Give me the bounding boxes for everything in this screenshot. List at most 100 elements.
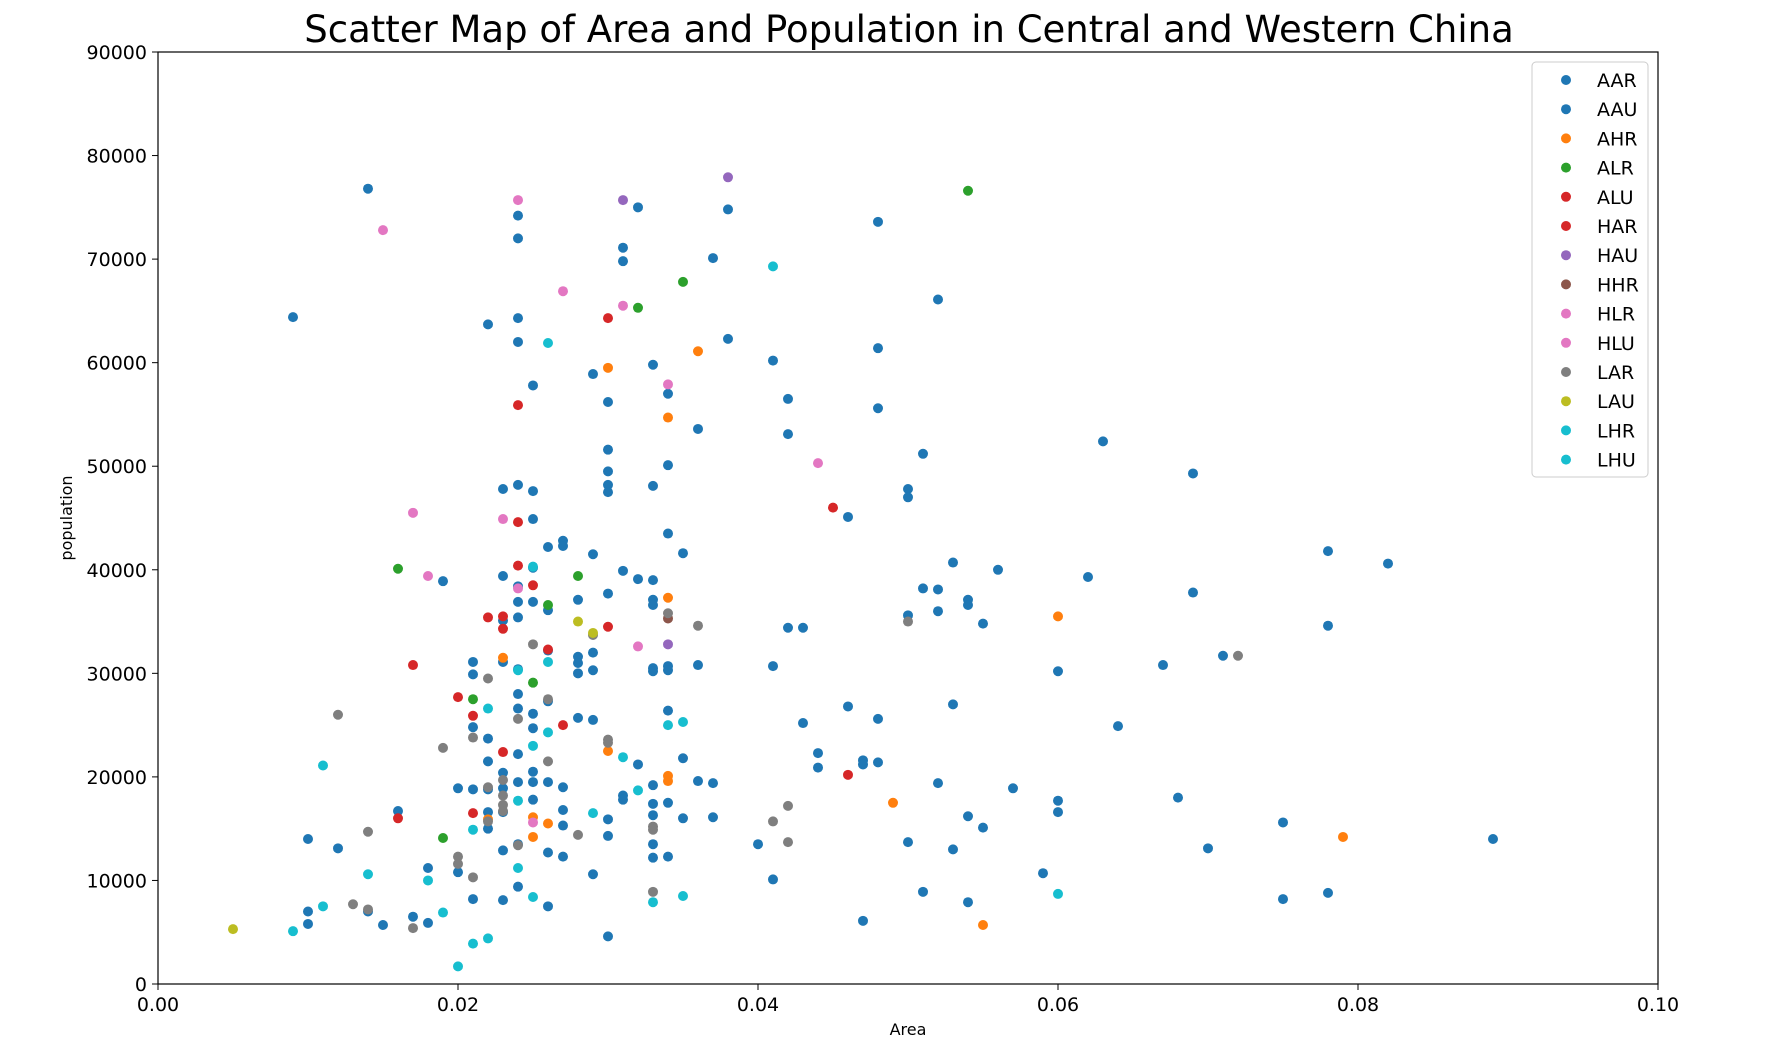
legend-label-hhr: HHR xyxy=(1597,274,1639,296)
data-point xyxy=(513,881,523,892)
data-point xyxy=(603,830,613,841)
data-point xyxy=(603,313,613,324)
data-point xyxy=(543,599,553,610)
data-point xyxy=(768,874,778,885)
data-point xyxy=(1053,795,1063,806)
data-point xyxy=(1323,620,1333,631)
data-point xyxy=(573,594,583,605)
data-point xyxy=(1053,888,1063,899)
data-point xyxy=(483,703,493,714)
data-point xyxy=(1338,831,1348,842)
data-point xyxy=(513,210,523,221)
series-alu xyxy=(393,400,523,824)
x-tick-label: 0.00 xyxy=(137,994,179,1016)
data-point xyxy=(513,479,523,490)
data-point xyxy=(693,346,703,357)
legend-marker-hau xyxy=(1561,250,1571,261)
data-point xyxy=(978,822,988,833)
data-point xyxy=(468,656,478,667)
data-point xyxy=(963,897,973,908)
data-point xyxy=(528,561,538,572)
data-point xyxy=(588,369,598,380)
data-point xyxy=(663,705,673,716)
data-point xyxy=(618,752,628,763)
data-point xyxy=(543,656,553,667)
data-point xyxy=(918,583,928,594)
data-point xyxy=(648,810,658,821)
legend-label-hau: HAU xyxy=(1597,245,1638,267)
data-point xyxy=(393,806,403,817)
data-point xyxy=(603,397,613,408)
data-point xyxy=(453,961,463,972)
data-point xyxy=(603,746,613,756)
data-point xyxy=(498,747,508,758)
data-point xyxy=(558,820,568,831)
data-point xyxy=(708,778,718,789)
series-alr xyxy=(393,185,973,843)
data-point xyxy=(483,782,493,793)
data-point xyxy=(933,584,943,595)
legend-marker-lar xyxy=(1561,367,1571,377)
data-point xyxy=(723,204,733,215)
data-point xyxy=(513,777,523,788)
data-point xyxy=(648,359,658,370)
data-point xyxy=(1053,611,1063,622)
data-point xyxy=(903,837,913,848)
data-point xyxy=(978,919,988,930)
data-point xyxy=(348,899,358,910)
data-point xyxy=(633,202,643,213)
data-point xyxy=(603,444,613,455)
data-point xyxy=(633,641,643,652)
series-lar xyxy=(333,608,1243,934)
data-point xyxy=(498,767,508,778)
data-point xyxy=(513,560,523,571)
legend-label-alu: ALU xyxy=(1597,187,1634,209)
data-point xyxy=(948,699,958,710)
legend-marker-hlu xyxy=(1561,337,1571,348)
data-point xyxy=(543,818,553,829)
data-point xyxy=(948,557,958,568)
data-point xyxy=(678,276,688,287)
data-point xyxy=(693,423,703,434)
data-point xyxy=(573,570,583,581)
data-point xyxy=(408,660,418,671)
data-point xyxy=(648,852,658,863)
data-point xyxy=(603,814,613,825)
data-point xyxy=(303,906,313,917)
data-point xyxy=(333,709,343,720)
data-point xyxy=(933,294,943,305)
data-point xyxy=(513,583,523,594)
data-point xyxy=(423,863,433,874)
data-point xyxy=(648,575,658,586)
data-point xyxy=(663,388,673,399)
data-point xyxy=(498,652,508,663)
data-point xyxy=(558,286,568,297)
data-point xyxy=(423,570,433,581)
data-point xyxy=(528,723,538,734)
data-point xyxy=(633,785,643,796)
data-point xyxy=(1053,666,1063,677)
data-point xyxy=(648,666,658,677)
data-point xyxy=(318,760,328,771)
legend-label-hlr: HLR xyxy=(1597,304,1635,326)
data-point xyxy=(663,797,673,808)
data-point xyxy=(363,183,373,194)
data-point xyxy=(618,195,628,206)
data-point xyxy=(783,800,793,811)
data-point xyxy=(918,448,928,459)
data-point xyxy=(798,622,808,633)
data-point xyxy=(498,611,508,622)
data-point xyxy=(468,732,478,743)
data-point xyxy=(933,778,943,789)
data-point xyxy=(993,564,1003,575)
data-point xyxy=(633,574,643,585)
data-point xyxy=(528,766,538,777)
data-point xyxy=(453,858,463,869)
data-point xyxy=(438,742,448,753)
data-point xyxy=(618,256,628,267)
data-point xyxy=(723,333,733,344)
x-tick-label: 0.02 xyxy=(437,994,479,1016)
y-axis-label: population xyxy=(57,475,76,560)
y-tick-label: 60000 xyxy=(87,353,147,375)
